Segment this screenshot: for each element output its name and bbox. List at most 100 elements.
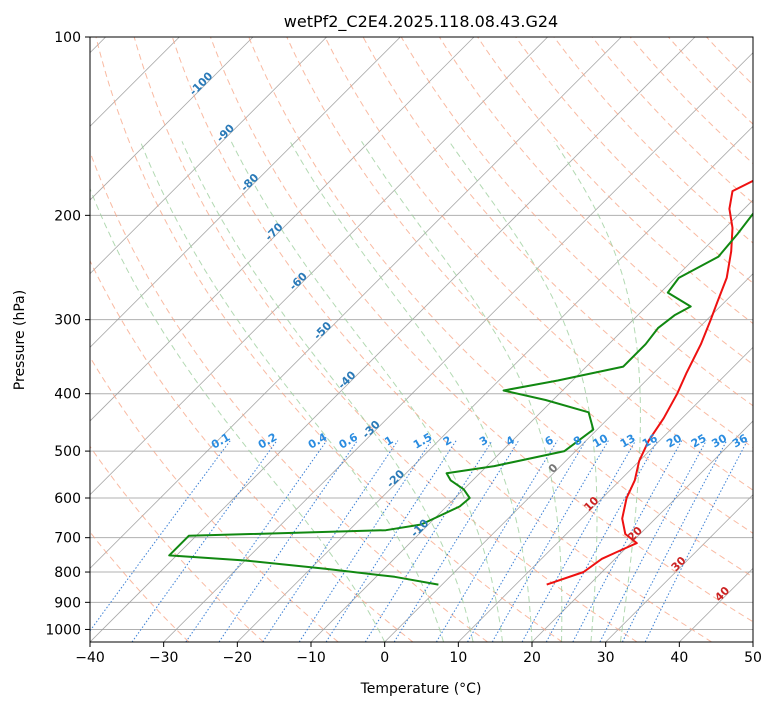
isotherm-line: [90, 37, 401, 348]
mixing-ratio-label: 0.2: [256, 431, 279, 452]
dry-adiabat-line: [553, 37, 753, 244]
x-tick-label: 20: [523, 650, 541, 666]
mixing-ratio-label: 36: [730, 431, 750, 450]
x-tick-label: 40: [670, 650, 688, 666]
mixing-ratio-line: [131, 440, 278, 642]
x-tick-label: −40: [75, 650, 105, 666]
dry-adiabat-line: [171, 37, 712, 642]
mixing-ratio-line: [262, 440, 399, 642]
y-tick-label: 900: [54, 595, 81, 611]
x-tick-label: −10: [296, 650, 326, 666]
x-tick-label: 10: [449, 650, 467, 666]
dry-adiabat-line: [400, 37, 753, 407]
dry-adiabat-line: [477, 37, 753, 325]
dry-adiabat-line: [591, 37, 753, 204]
mixing-ratio-line: [325, 440, 457, 642]
isotherm-line: [531, 420, 753, 642]
isotherm-line: [237, 125, 753, 642]
isotherm-line: [90, 37, 475, 422]
dry-adiabat-line: [706, 37, 753, 86]
isotherm-line: [90, 37, 548, 496]
profile-lines: [168, 179, 753, 586]
dry-adiabat-line: [90, 531, 190, 642]
moist-adiabat-line: [230, 141, 503, 642]
isotherm-label: -60: [287, 270, 310, 293]
x-tick-label: −20: [223, 650, 253, 666]
isotherm-label: -20: [384, 467, 407, 490]
plot-frame: [89, 36, 754, 643]
x-tick-label: 0: [380, 650, 389, 666]
mixing-ratio-label: 4: [504, 433, 517, 448]
moist-adiabat-line: [90, 187, 386, 642]
isotherm-line: [384, 273, 753, 642]
chart-title: wetPf2_C2E4.2025.118.08.43.G24: [284, 12, 558, 32]
isotherm-label: -50: [311, 319, 334, 342]
isotherm-line: [90, 37, 696, 642]
dry-adiabat-line: [248, 37, 753, 578]
y-tick-label: 300: [54, 313, 81, 329]
mixing-ratio-line: [218, 440, 358, 642]
isotherm-line: [163, 52, 753, 642]
mixing-ratio-label: 13: [618, 432, 638, 451]
mixing-ratio-line: [491, 440, 609, 642]
isotherm-label: 30: [669, 554, 689, 574]
y-tick-label: 700: [54, 531, 81, 547]
y-axis-label: Pressure (hPa): [12, 290, 28, 390]
background-lines: [90, 37, 753, 642]
moist-adiabat-line: [553, 141, 641, 642]
mixing-ratio-label: 0.1: [209, 431, 232, 452]
isotherm-line: [605, 494, 753, 642]
mixing-ratio-line: [435, 440, 558, 642]
y-tick-label: 400: [54, 387, 81, 403]
mixing-ratio-line: [467, 440, 587, 642]
isotherm-label: -10: [408, 516, 431, 539]
mixing-ratio-label: 20: [664, 431, 684, 450]
dry-adiabat-line: [515, 37, 753, 284]
mixing-ratio-label: 0.4: [306, 430, 330, 451]
dry-adiabat-line: [95, 37, 563, 642]
mixing-ratio-line: [298, 440, 432, 642]
mixing-ratio-line: [364, 440, 493, 642]
isotherm-label: -100: [187, 69, 216, 98]
moist-adiabat-line: [139, 141, 445, 642]
dry-adiabat-line: [210, 37, 753, 623]
isotherm-label: 20: [625, 524, 645, 544]
moist-adiabat-line: [361, 141, 563, 642]
y-tick-label: 1000: [45, 622, 81, 638]
x-axis-label: Temperature (°C): [360, 681, 482, 697]
mixing-ratio-label: 16: [640, 431, 660, 450]
mixing-ratio-line: [599, 440, 707, 642]
dry-adiabat-line: [324, 37, 753, 491]
isotherm-line: [752, 641, 753, 642]
isotherm-label: -40: [335, 368, 358, 391]
isotherm-line: [90, 37, 254, 201]
isotherm-label: -70: [262, 220, 285, 243]
mixing-ratio-label: 2: [441, 434, 454, 449]
mixing-ratio-line: [393, 440, 520, 642]
y-tick-label: 200: [54, 208, 81, 224]
isotherm-line: [679, 567, 753, 642]
x-tick-label: 50: [744, 650, 762, 666]
moist-adiabat-line: [289, 141, 533, 642]
mixing-ratio-line: [90, 440, 231, 632]
dry-adiabat-line: [629, 37, 753, 165]
isotherm-label: -30: [360, 418, 383, 441]
mixing-ratio-label: 8: [571, 434, 584, 449]
dry-adiabat-line: [90, 356, 339, 642]
isotherm-line: [310, 199, 753, 642]
y-tick-label: 800: [54, 565, 81, 581]
dewpoint-profile: [168, 212, 753, 586]
dry-adiabat-line: [133, 37, 638, 642]
y-tick-label: 600: [54, 491, 81, 507]
mixing-ratio-line: [185, 440, 328, 642]
dry-adiabat-line: [90, 259, 414, 642]
isotherm-label: -90: [214, 121, 237, 144]
mixing-ratio-line: [644, 440, 748, 642]
temperature-profile: [546, 179, 753, 586]
isotherm-line: [90, 37, 327, 275]
x-tick-label: −30: [149, 650, 179, 666]
dry-adiabat-line: [90, 150, 488, 642]
mixing-ratio-line: [621, 440, 728, 642]
dry-adiabat-line: [90, 445, 264, 642]
